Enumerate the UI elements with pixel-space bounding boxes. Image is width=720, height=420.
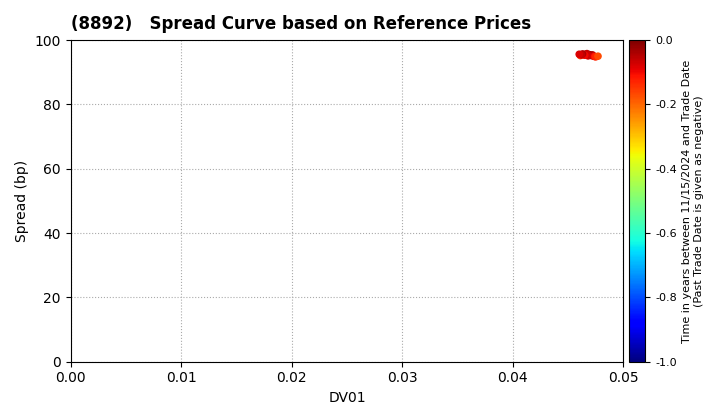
Point <box>578 51 590 58</box>
Point <box>585 52 597 59</box>
Point <box>580 51 592 58</box>
Point <box>575 52 586 59</box>
Point <box>593 53 604 60</box>
Point <box>577 50 588 57</box>
Point <box>582 52 594 59</box>
Point <box>576 52 588 58</box>
Point <box>573 51 585 58</box>
Text: (8892)   Spread Curve based on Reference Prices: (8892) Spread Curve based on Reference P… <box>71 15 531 33</box>
Point <box>581 50 593 57</box>
Point <box>588 53 599 60</box>
Y-axis label: Spread (bp): Spread (bp) <box>15 160 29 242</box>
Point <box>590 53 601 60</box>
Point <box>589 53 600 60</box>
Point <box>583 51 595 58</box>
Point <box>585 52 596 58</box>
Point <box>587 52 598 58</box>
Point <box>579 52 590 58</box>
Y-axis label: Time in years between 11/15/2024 and Trade Date
(Past Trade Date is given as neg: Time in years between 11/15/2024 and Tra… <box>683 59 704 343</box>
X-axis label: DV01: DV01 <box>328 391 366 405</box>
